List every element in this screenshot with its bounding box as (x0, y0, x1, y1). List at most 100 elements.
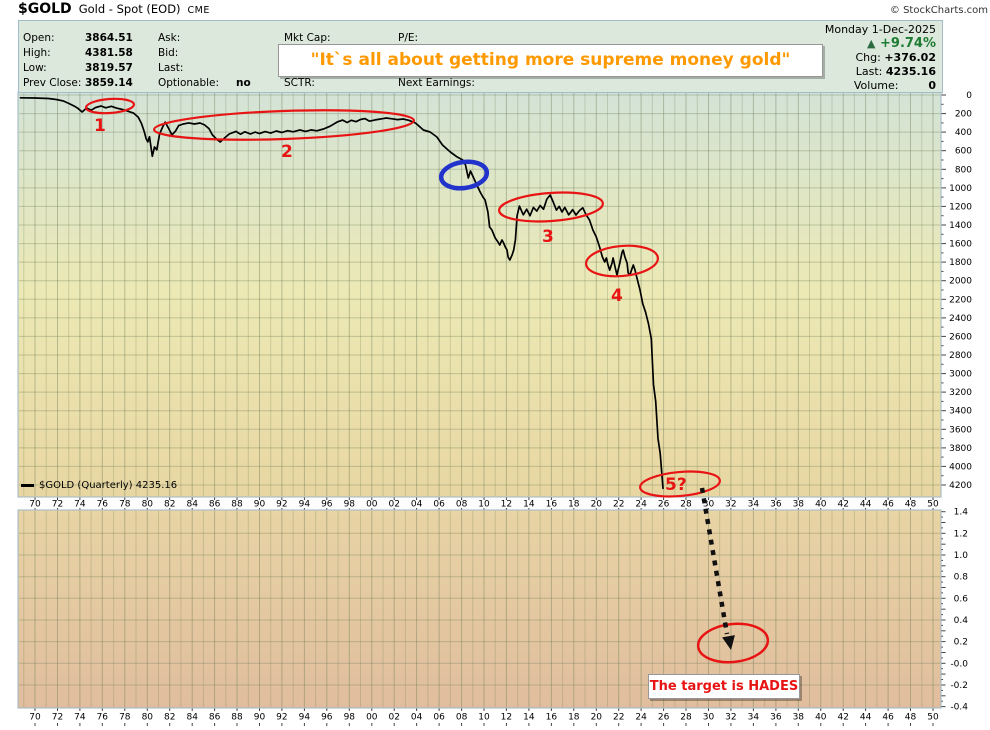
copyright: © StockCharts.com (889, 5, 988, 16)
svg-text:32: 32 (725, 500, 736, 510)
svg-text:82: 82 (164, 500, 175, 510)
open-value: 3864.51 (85, 32, 133, 44)
svg-text:76: 76 (97, 713, 109, 723)
legend-line-swatch (21, 484, 34, 487)
optionable-label: Optionable: (158, 77, 220, 89)
annotation-ellipse-wave4 (585, 244, 659, 278)
chg-line: Chg: +376.02 (825, 51, 936, 65)
svg-text:88: 88 (231, 500, 243, 510)
svg-text:1.0: 1.0 (954, 551, 969, 561)
svg-text:600: 600 (955, 147, 972, 157)
svg-text:90: 90 (254, 500, 266, 510)
svg-text:200: 200 (955, 110, 972, 120)
next-earnings-label: Next Earnings: (398, 77, 475, 89)
volume-label: Volume: (853, 79, 899, 92)
svg-text:78: 78 (119, 500, 131, 510)
annotation-ellipse-wave2 (152, 109, 416, 141)
svg-text:44: 44 (860, 500, 872, 510)
svg-text:32: 32 (725, 713, 736, 723)
svg-text:4000: 4000 (949, 462, 972, 472)
svg-text:1400: 1400 (949, 221, 972, 231)
price-line (19, 96, 664, 490)
x-axis-labels: 70 70 72 72 74 74 76 76 78 78 80 80 82 82 84 84 86 86 88 88… (29, 500, 939, 723)
sctr-label: SCTR: (284, 77, 315, 89)
annotation-ellipse-wave1 (84, 97, 136, 115)
svg-text:44: 44 (860, 713, 872, 723)
svg-text:26: 26 (658, 500, 670, 510)
svg-text:42: 42 (837, 713, 848, 723)
wave-label-5q: 5? (665, 475, 687, 495)
volume-line: Volume: 0 (825, 79, 936, 93)
svg-text:00: 00 (366, 500, 378, 510)
svg-text:28: 28 (680, 500, 692, 510)
svg-text:2200: 2200 (949, 295, 972, 305)
svg-text:-0.4: -0.4 (950, 703, 968, 713)
svg-text:22: 22 (613, 500, 624, 510)
svg-text:84: 84 (186, 500, 198, 510)
last-line: Last: 4235.16 (825, 65, 936, 79)
svg-text:4200: 4200 (949, 481, 972, 491)
last-label: Last: (158, 62, 184, 74)
lower-panel-border (17, 509, 942, 709)
svg-text:34: 34 (748, 713, 760, 723)
svg-text:1000: 1000 (949, 184, 972, 194)
svg-text:24: 24 (635, 500, 647, 510)
chg-label: Chg: (855, 51, 881, 64)
date: Monday 1-Dec-2025 (824, 23, 936, 36)
svg-text:1200: 1200 (949, 202, 972, 212)
svg-text:20: 20 (591, 500, 603, 510)
main-panel-bg (18, 92, 941, 497)
svg-text:14: 14 (523, 500, 535, 510)
percent-change: ▲ +9.74% (825, 37, 936, 51)
lower-panel-bg (18, 510, 941, 708)
svg-text:48: 48 (905, 713, 917, 723)
annotation-ellipse-wave3 (498, 191, 604, 223)
svg-text:04: 04 (411, 713, 423, 723)
svg-text:80: 80 (142, 713, 154, 723)
wave-label-2: 2 (281, 142, 293, 162)
svg-text:92: 92 (276, 500, 287, 510)
volume-value: 0 (928, 79, 936, 92)
svg-text:94: 94 (299, 713, 311, 723)
svg-text:70: 70 (29, 500, 41, 510)
svg-text:18: 18 (568, 500, 580, 510)
annotation-ellipse-wave5 (639, 470, 721, 498)
mid-axis-strip (18, 498, 941, 510)
svg-text:2800: 2800 (949, 351, 972, 361)
svg-text:04: 04 (411, 500, 423, 510)
svg-text:20: 20 (591, 713, 603, 723)
svg-text:14: 14 (523, 713, 535, 723)
svg-text:70: 70 (29, 713, 41, 723)
svg-text:86: 86 (209, 500, 221, 510)
svg-text:96: 96 (321, 713, 333, 723)
svg-text:12: 12 (501, 713, 512, 723)
svg-text:10: 10 (478, 500, 490, 510)
wave-label-1: 1 (94, 116, 106, 136)
chg-value: +376.02 (884, 51, 936, 64)
percent-change-value: +9.74% (880, 36, 936, 51)
svg-text:50: 50 (927, 713, 939, 723)
exchange: CME (187, 5, 210, 16)
svg-text:30: 30 (703, 713, 715, 723)
prev-close-label: Prev Close: (23, 77, 82, 89)
svg-text:2000: 2000 (949, 277, 972, 287)
svg-text:06: 06 (433, 713, 445, 723)
svg-text:38: 38 (793, 713, 805, 723)
svg-text:90: 90 (254, 713, 266, 723)
svg-text:3400: 3400 (949, 407, 972, 417)
optionable-value: no (236, 77, 251, 89)
svg-text:28: 28 (680, 713, 692, 723)
svg-text:74: 74 (74, 713, 86, 723)
svg-text:3600: 3600 (949, 425, 972, 435)
svg-text:40: 40 (815, 500, 827, 510)
main-panel-border (17, 91, 942, 498)
lower-y-axis-ticks (941, 511, 946, 708)
svg-text:0.4: 0.4 (954, 616, 969, 626)
high-label: High: (23, 47, 51, 59)
svg-text:74: 74 (74, 500, 86, 510)
svg-text:2600: 2600 (949, 332, 972, 342)
svg-text:46: 46 (882, 500, 894, 510)
last-label: Last: (855, 65, 883, 78)
svg-text:12: 12 (501, 500, 512, 510)
svg-text:38: 38 (793, 500, 805, 510)
